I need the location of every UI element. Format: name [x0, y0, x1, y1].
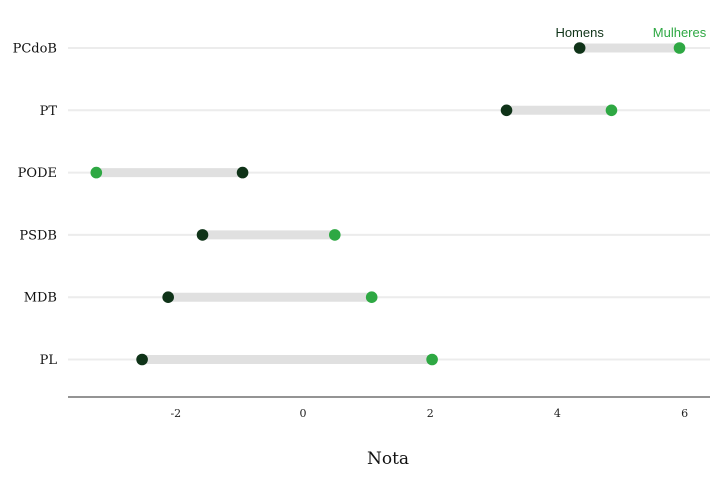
points: [90, 42, 686, 366]
point-homens: [196, 229, 209, 241]
category-labels: PCdoB PT PODE PSDB MDB PL: [13, 42, 58, 369]
category-label: PT: [40, 104, 58, 119]
x-tick-label: 4: [554, 407, 561, 420]
point-mulheres: [426, 353, 438, 366]
x-tick-label: 0: [300, 407, 307, 420]
point-homens: [236, 166, 249, 179]
category-label: PSDB: [19, 228, 57, 243]
x-tick-label: 6: [681, 407, 688, 420]
point-mulheres: [365, 291, 378, 304]
category-label: MDB: [24, 291, 57, 306]
category-label: PL: [40, 353, 58, 368]
legend: Homens Mulheres: [555, 25, 706, 40]
point-homens: [162, 291, 174, 304]
legend-label-homens: Homens: [555, 25, 604, 40]
point-mulheres: [329, 229, 341, 241]
point-mulheres: [605, 104, 618, 117]
category-label: PCdoB: [13, 42, 57, 57]
x-tick-label: -2: [170, 407, 181, 420]
point-mulheres: [90, 166, 103, 179]
point-mulheres: [673, 42, 686, 54]
point-homens: [500, 104, 513, 117]
x-axis-title: Nota: [367, 449, 409, 469]
x-tick-labels: -2 0 2 4 6: [170, 407, 688, 420]
category-label: PODE: [18, 166, 57, 181]
x-tick-label: 2: [427, 407, 434, 420]
connectors: [96, 43, 680, 364]
gridlines: [68, 47, 710, 361]
legend-label-mulheres: Mulheres: [653, 25, 707, 40]
point-homens: [136, 353, 148, 366]
point-homens: [573, 42, 586, 54]
